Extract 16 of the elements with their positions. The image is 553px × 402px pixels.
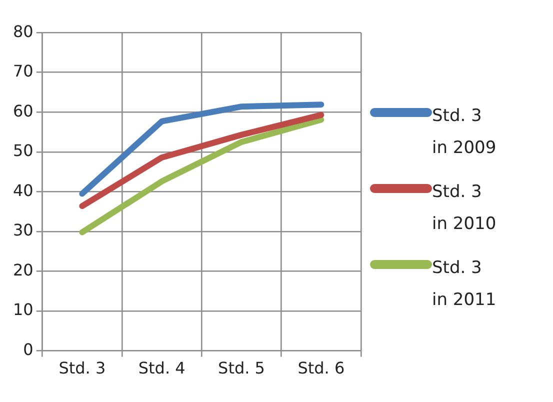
y-tick-label: 40 <box>13 180 34 200</box>
y-tick-label: 10 <box>13 300 34 320</box>
y-tick-label: 0 <box>23 340 34 359</box>
x-tick-label: Std. 5 <box>218 358 265 378</box>
y-tick-label: 20 <box>13 260 34 280</box>
y-tick-label: 50 <box>13 141 34 160</box>
y-tick-label: 60 <box>13 101 34 120</box>
x-tick-label: Std. 3 <box>58 358 106 378</box>
legend-label: Std. 3 in 2011 <box>432 257 498 312</box>
y-tick-label: 80 <box>13 22 34 41</box>
x-tick-label: Std. 6 <box>298 358 345 378</box>
legend-label: Std. 3 in 2009 <box>432 105 498 160</box>
legend-label: Std. 3 in 2010 <box>432 181 498 236</box>
y-tick-label: 70 <box>13 62 34 81</box>
x-tick-label: Std. 4 <box>138 358 186 378</box>
y-tick-label: 30 <box>13 220 34 240</box>
